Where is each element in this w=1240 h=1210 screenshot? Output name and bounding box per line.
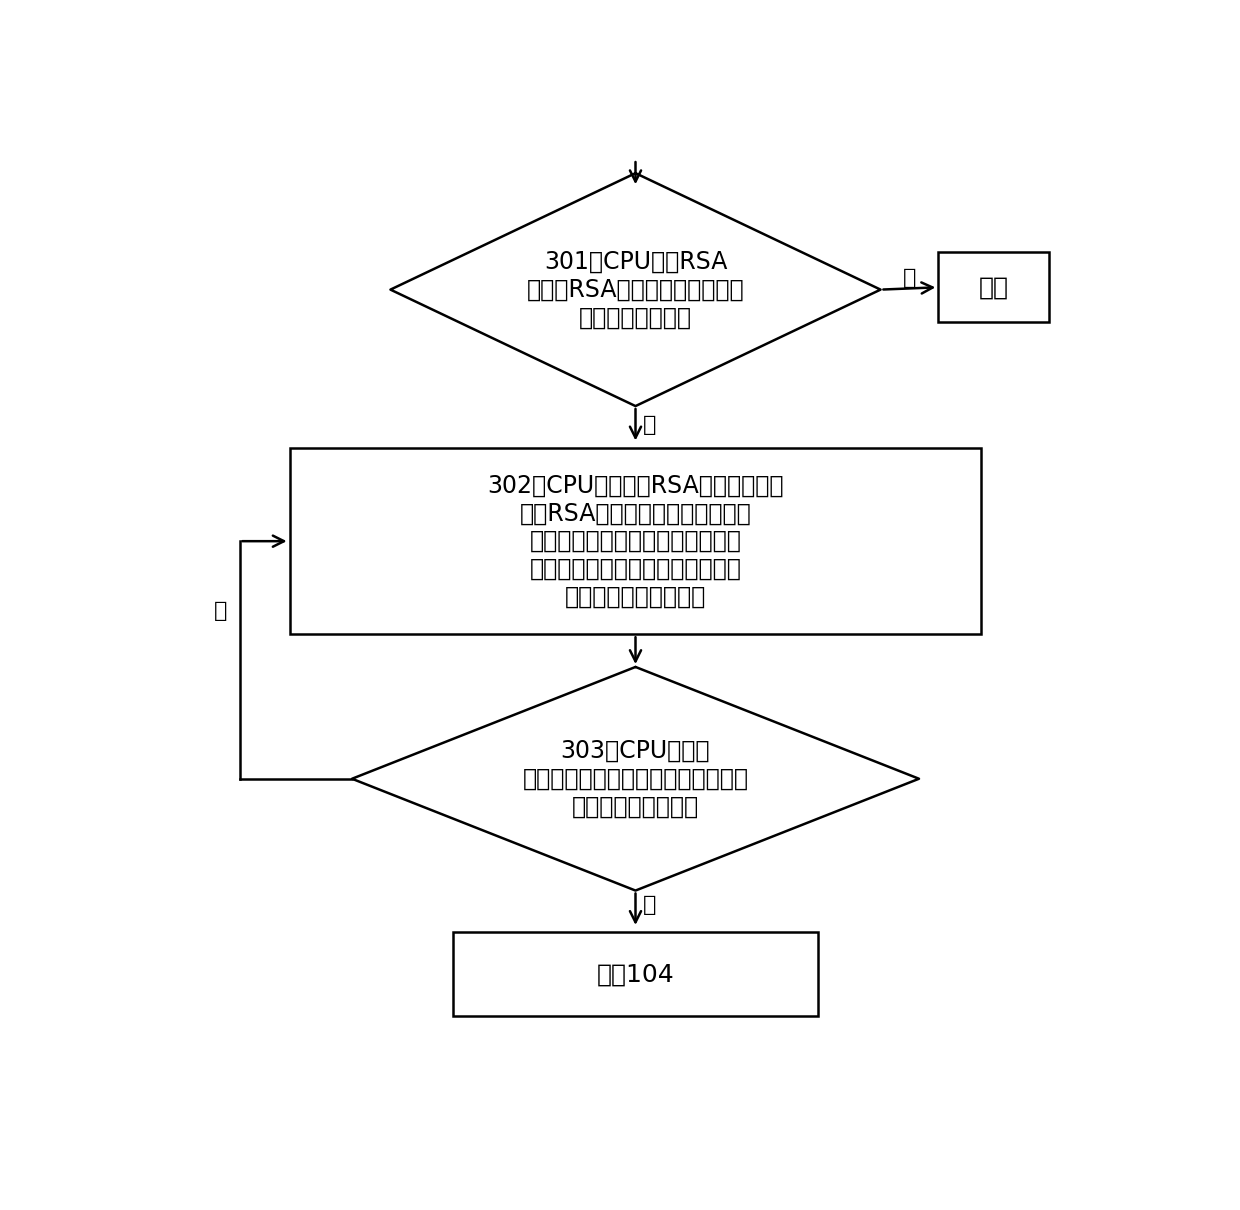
- Text: 步骤104: 步骤104: [596, 962, 675, 986]
- Text: 是: 是: [213, 601, 227, 621]
- Text: 303：CPU判断第
一确定性素数和第二确定性素数的差
值是否在预设范围内: 303：CPU判断第 一确定性素数和第二确定性素数的差 值是否在预设范围内: [522, 739, 749, 818]
- Text: 是: 是: [644, 415, 657, 434]
- Bar: [939, 253, 1049, 322]
- Bar: [290, 448, 982, 634]
- Text: 否: 否: [903, 267, 916, 288]
- Text: 301：CPU判断RSA
模长、RSA公钥指数、第一种子
是否满足预设条件: 301：CPU判断RSA 模长、RSA公钥指数、第一种子 是否满足预设条件: [527, 249, 744, 329]
- Bar: [453, 933, 818, 1016]
- Text: 报错: 报错: [978, 276, 1008, 299]
- Text: 302：CPU分别根据RSA模长、第一种
子和RSA公钥指数调用哈希算法接
口、模乘接口、模加接口、模幂接
口生成第一确定性素数和第二确定
性素数，更新第一种子: 302：CPU分别根据RSA模长、第一种 子和RSA公钥指数调用哈希算法接 口、…: [487, 473, 784, 609]
- Text: 否: 否: [644, 894, 657, 915]
